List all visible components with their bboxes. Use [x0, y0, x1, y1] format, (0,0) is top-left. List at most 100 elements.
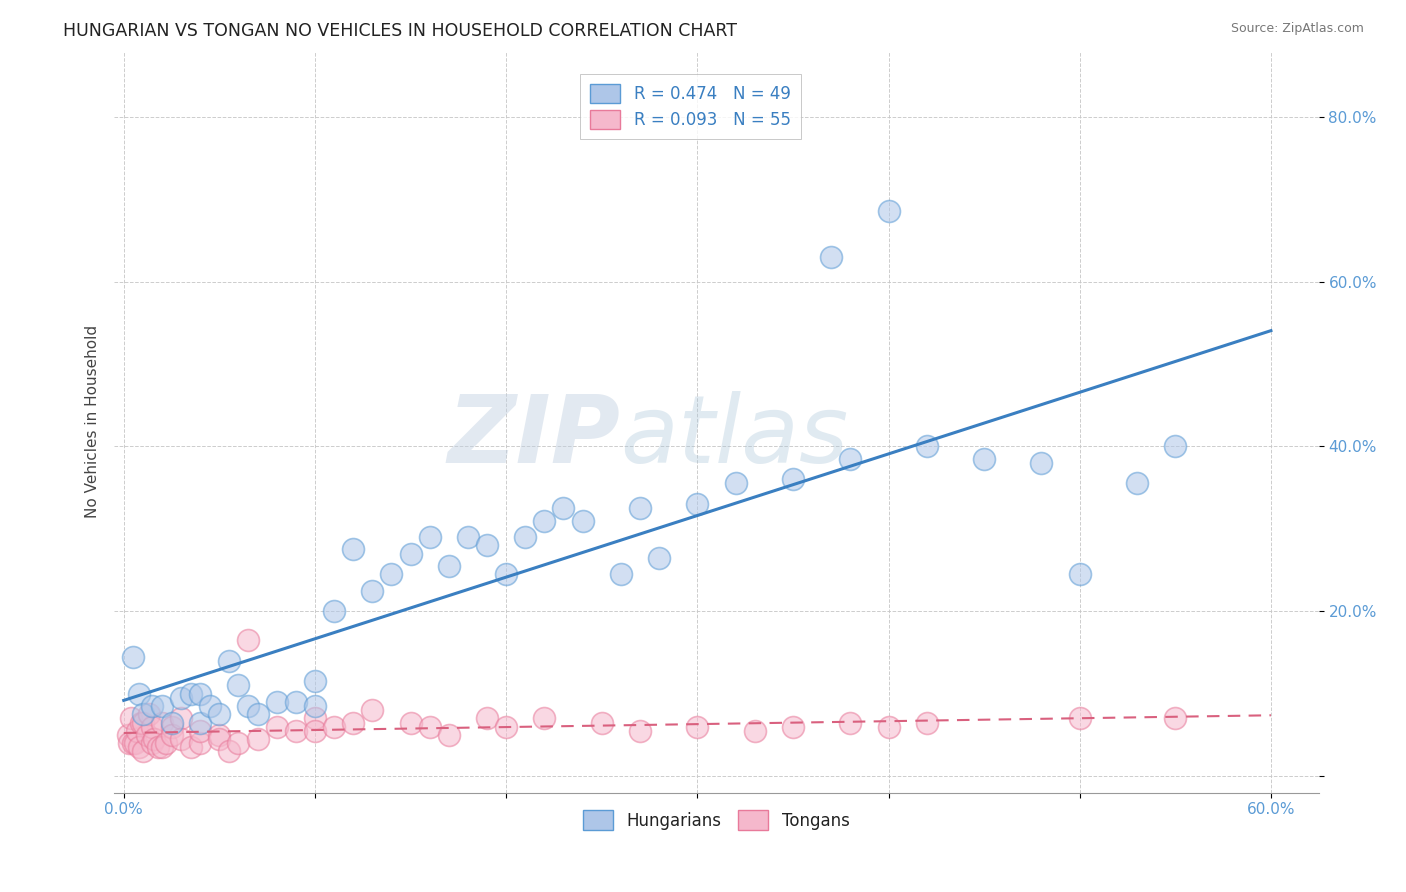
Point	[495, 567, 517, 582]
Point	[361, 703, 384, 717]
Point	[129, 715, 152, 730]
Point	[218, 744, 240, 758]
Point	[180, 687, 202, 701]
Point	[744, 723, 766, 738]
Point	[342, 542, 364, 557]
Point	[1031, 456, 1053, 470]
Point	[419, 530, 441, 544]
Point	[208, 732, 231, 747]
Point	[170, 690, 193, 705]
Y-axis label: No Vehicles in Household: No Vehicles in Household	[86, 325, 100, 518]
Point	[132, 744, 155, 758]
Point	[877, 204, 900, 219]
Point	[135, 728, 157, 742]
Point	[686, 497, 709, 511]
Point	[132, 715, 155, 730]
Point	[399, 547, 422, 561]
Point	[146, 740, 169, 755]
Point	[1164, 711, 1187, 725]
Point	[188, 736, 211, 750]
Point	[380, 567, 402, 582]
Point	[475, 711, 498, 725]
Point	[1069, 711, 1091, 725]
Text: atlas: atlas	[620, 391, 848, 482]
Point	[143, 732, 166, 747]
Point	[399, 715, 422, 730]
Point	[122, 649, 145, 664]
Point	[304, 711, 326, 725]
Point	[553, 501, 575, 516]
Point	[973, 451, 995, 466]
Point	[571, 514, 593, 528]
Point	[117, 728, 139, 742]
Point	[170, 711, 193, 725]
Point	[141, 736, 163, 750]
Point	[591, 715, 613, 730]
Point	[180, 740, 202, 755]
Point	[141, 699, 163, 714]
Point	[342, 715, 364, 730]
Point	[188, 687, 211, 701]
Point	[782, 720, 804, 734]
Point	[361, 583, 384, 598]
Point	[246, 732, 269, 747]
Point	[160, 715, 183, 730]
Point	[686, 720, 709, 734]
Point	[198, 699, 221, 714]
Point	[877, 720, 900, 734]
Point	[915, 439, 938, 453]
Point	[437, 558, 460, 573]
Point	[128, 740, 150, 755]
Text: Source: ZipAtlas.com: Source: ZipAtlas.com	[1230, 22, 1364, 36]
Point	[160, 720, 183, 734]
Text: ZIP: ZIP	[447, 391, 620, 483]
Point	[628, 723, 651, 738]
Point	[533, 514, 555, 528]
Point	[304, 674, 326, 689]
Point	[419, 720, 441, 734]
Point	[266, 695, 288, 709]
Point	[1164, 439, 1187, 453]
Point	[1069, 567, 1091, 582]
Point	[495, 720, 517, 734]
Point	[284, 723, 307, 738]
Point	[1126, 476, 1149, 491]
Point	[155, 736, 177, 750]
Point	[188, 723, 211, 738]
Point	[304, 699, 326, 714]
Point	[218, 654, 240, 668]
Point	[475, 538, 498, 552]
Point	[228, 678, 250, 692]
Point	[284, 695, 307, 709]
Point	[782, 472, 804, 486]
Point	[236, 699, 259, 714]
Point	[515, 530, 537, 544]
Point	[188, 715, 211, 730]
Point	[648, 550, 671, 565]
Point	[839, 715, 862, 730]
Point	[160, 728, 183, 742]
Point	[228, 736, 250, 750]
Point	[437, 728, 460, 742]
Point	[170, 732, 193, 747]
Point	[141, 720, 163, 734]
Point	[533, 711, 555, 725]
Point	[208, 707, 231, 722]
Point	[118, 736, 141, 750]
Point	[124, 736, 146, 750]
Point	[150, 699, 173, 714]
Point	[122, 736, 145, 750]
Point	[323, 720, 346, 734]
Point	[304, 723, 326, 738]
Point	[128, 687, 150, 701]
Point	[120, 711, 142, 725]
Point	[150, 740, 173, 755]
Point	[457, 530, 479, 544]
Point	[915, 715, 938, 730]
Text: HUNGARIAN VS TONGAN NO VEHICLES IN HOUSEHOLD CORRELATION CHART: HUNGARIAN VS TONGAN NO VEHICLES IN HOUSE…	[63, 22, 737, 40]
Point	[138, 707, 160, 722]
Point	[208, 728, 231, 742]
Point	[127, 723, 149, 738]
Point	[820, 250, 842, 264]
Point	[236, 633, 259, 648]
